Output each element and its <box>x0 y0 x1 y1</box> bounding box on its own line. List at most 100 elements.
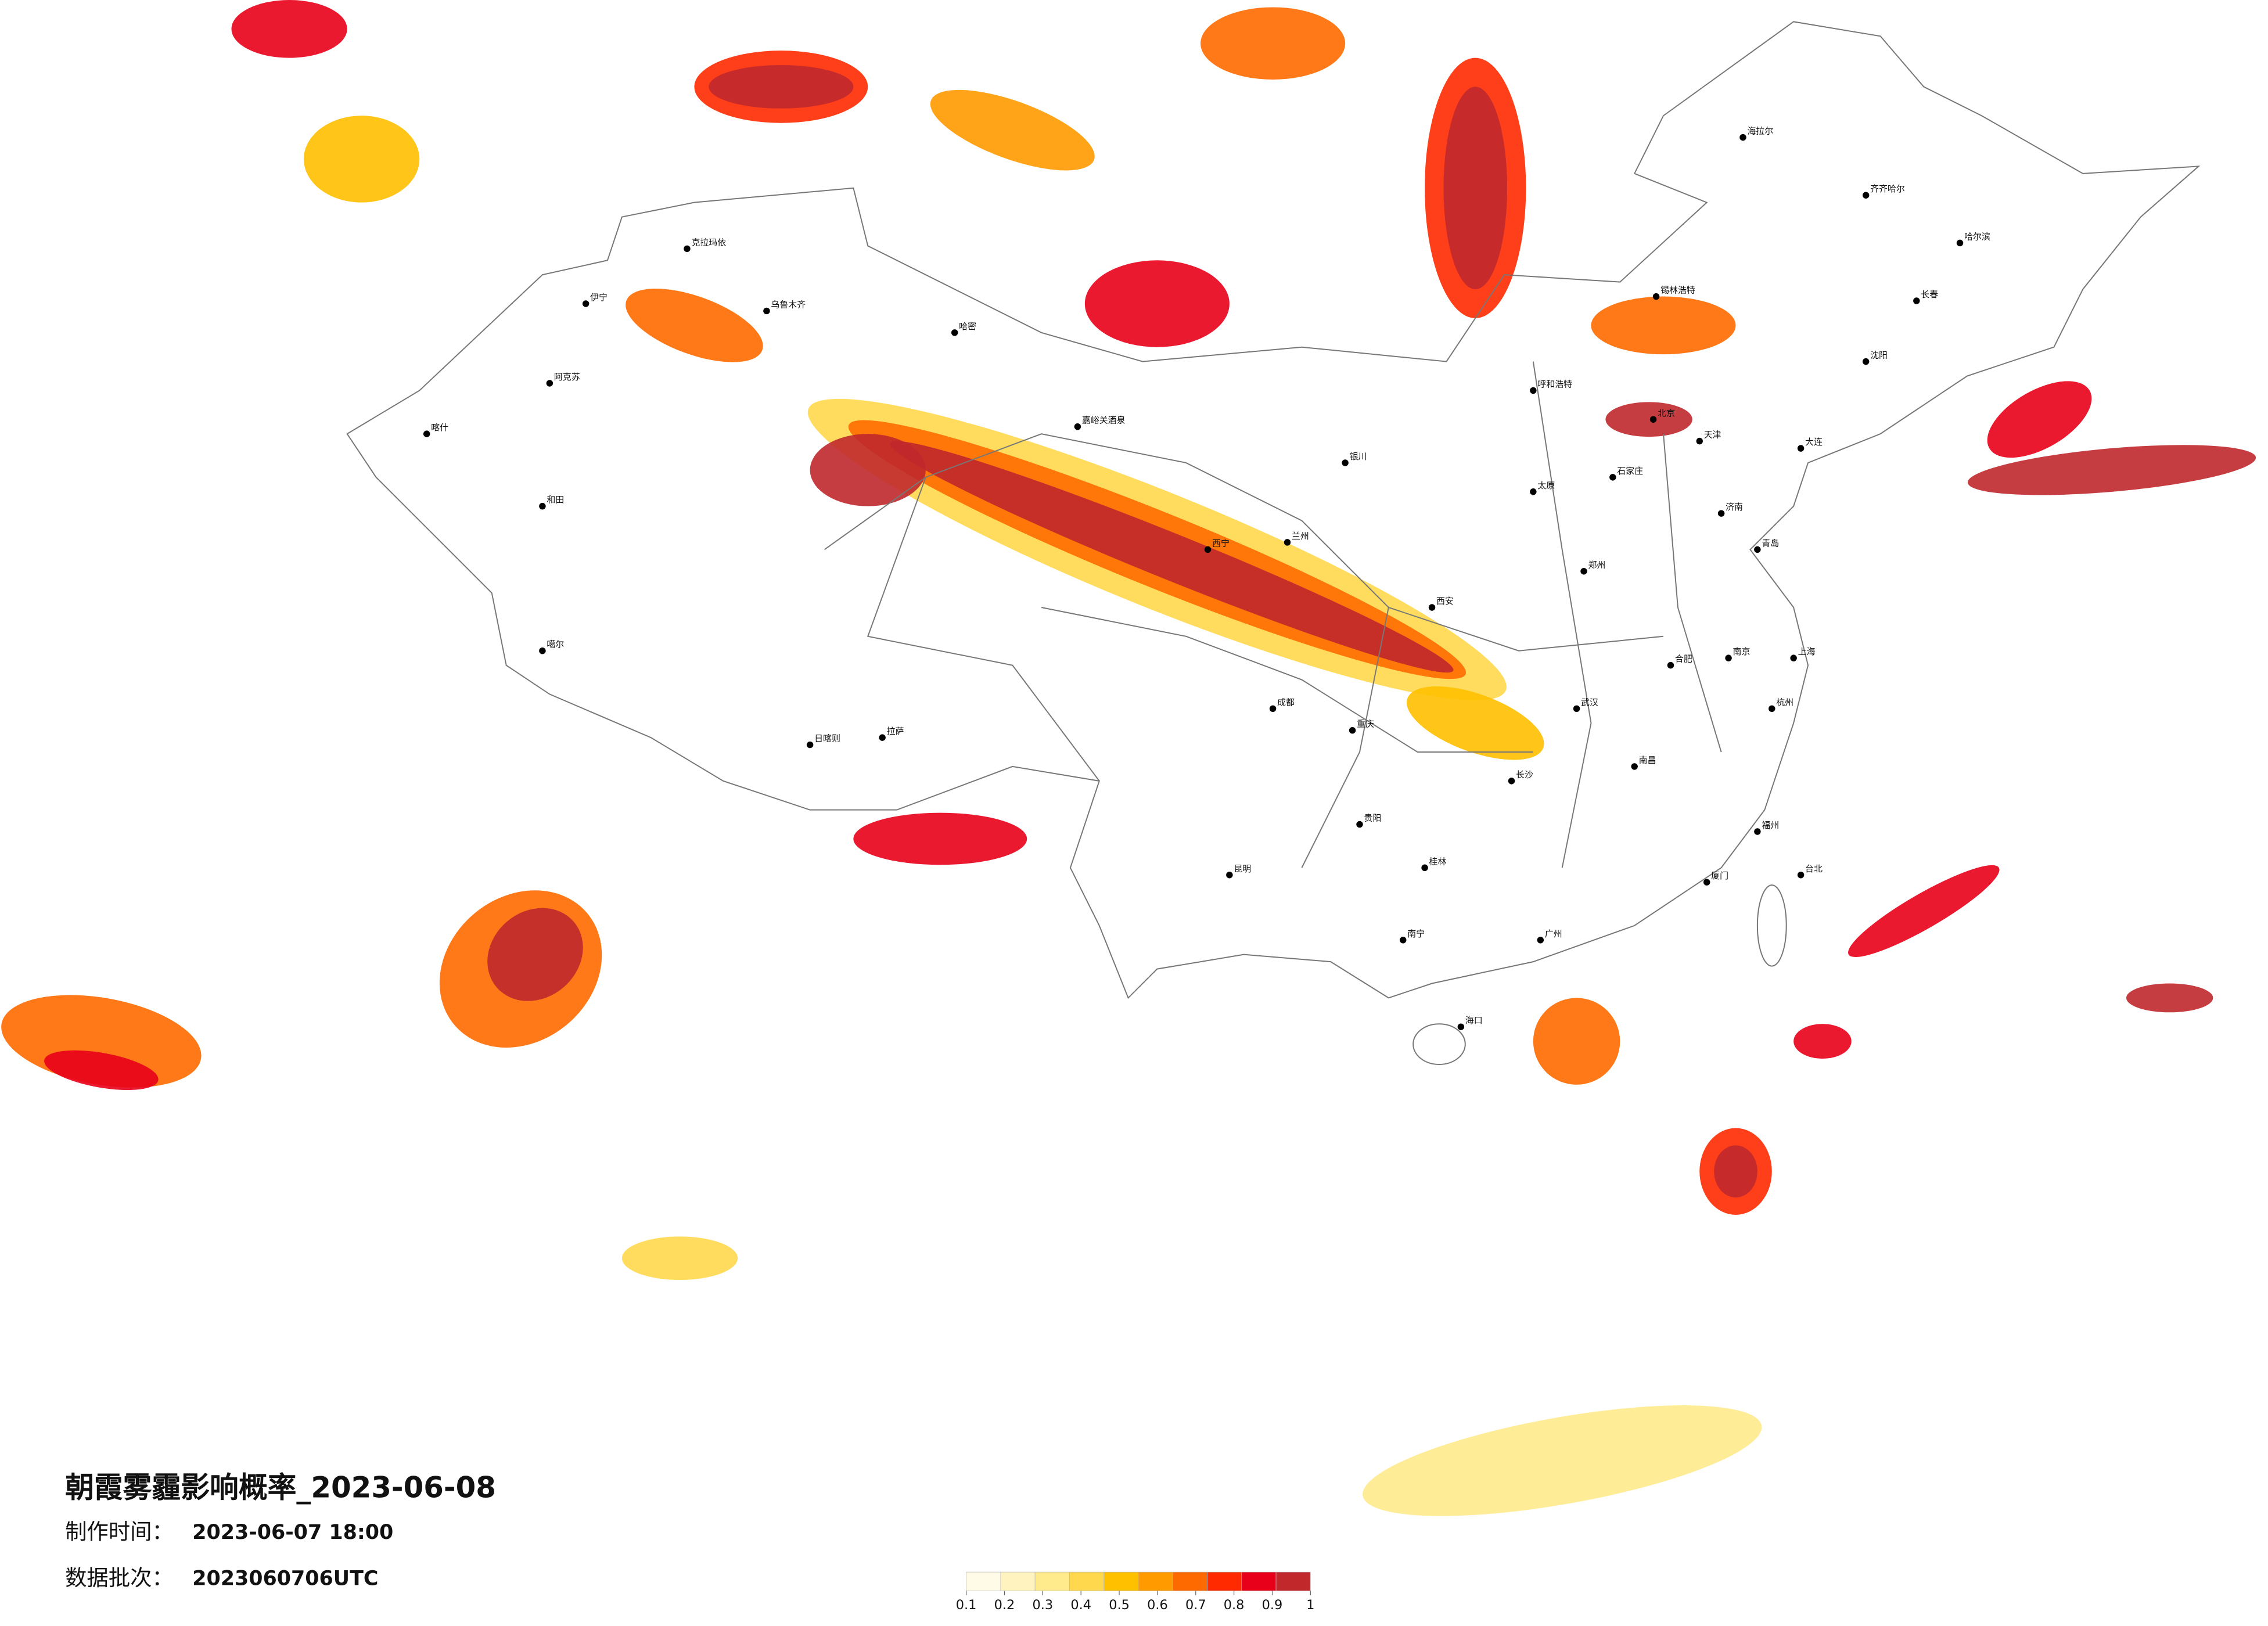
hainan <box>1412 1023 1466 1065</box>
city-label: 锡林浩特 <box>1660 285 1695 296</box>
legend-tick-label: 0.9 <box>1262 1598 1283 1613</box>
city-dot <box>1356 821 1363 828</box>
city-dot <box>1573 705 1580 713</box>
batch-value: 2023060706UTC <box>192 1567 378 1591</box>
city-label: 杭州 <box>1776 697 1793 707</box>
city-label: 银川 <box>1350 451 1367 462</box>
haze-patch <box>621 1236 738 1280</box>
city-dot <box>423 430 430 437</box>
city-dot <box>1537 937 1544 944</box>
city-dot <box>546 380 553 387</box>
city-dot <box>1717 510 1725 517</box>
city-label: 乌鲁木齐 <box>771 299 806 310</box>
city-label: 噶尔 <box>547 639 564 650</box>
taiwan <box>1756 884 1787 967</box>
city-label: 阿克苏 <box>554 372 580 382</box>
haze-patch <box>1591 296 1736 355</box>
city-label: 福州 <box>1762 820 1779 830</box>
city-dot <box>1739 134 1746 141</box>
city-dot <box>1790 654 1797 661</box>
city-label: 成都 <box>1277 697 1295 707</box>
legend-swatch <box>1069 1571 1105 1591</box>
city-dot <box>879 734 886 741</box>
haze-patch <box>231 0 347 58</box>
city-label: 南京 <box>1733 646 1751 657</box>
city-label: 天津 <box>1704 430 1721 440</box>
batch-label: 数据批次： <box>65 1565 174 1591</box>
city-label: 青岛 <box>1762 538 1779 548</box>
legend-tick-label: 0.7 <box>1185 1598 1206 1613</box>
city-label: 长沙 <box>1516 769 1533 780</box>
city-label: 厦门 <box>1711 870 1728 881</box>
city-dot <box>1609 474 1616 481</box>
city-label: 克拉玛依 <box>691 237 726 247</box>
legend-tick-label: 0.2 <box>994 1598 1015 1613</box>
haze-patch <box>853 812 1027 865</box>
city-dot <box>684 245 691 253</box>
city-dot <box>1754 546 1761 553</box>
boundaries <box>346 21 2201 1065</box>
city-label: 兰州 <box>1292 531 1309 541</box>
city-dot <box>1226 871 1233 879</box>
city-label: 拉萨 <box>887 726 904 736</box>
haze-patch <box>626 289 763 362</box>
time-value: 2023-06-07 18:00 <box>192 1521 393 1544</box>
city-label: 南昌 <box>1639 755 1656 765</box>
haze-patch <box>1443 87 1508 290</box>
time-label: 制作时间： <box>65 1519 174 1544</box>
city-dot <box>1342 459 1349 466</box>
city-label: 长春 <box>1921 289 1938 300</box>
city-dot <box>1508 778 1515 785</box>
city-dot <box>1428 604 1436 611</box>
city-label: 桂林 <box>1429 856 1447 866</box>
city-label: 伊宁 <box>590 292 608 303</box>
city-dot <box>1703 879 1710 886</box>
legend-swatch <box>966 1571 1001 1591</box>
city-dot <box>1956 239 1964 247</box>
legend-tick-label: 0.6 <box>1147 1598 1168 1613</box>
haze-patch <box>44 1050 159 1091</box>
city-label: 大连 <box>1805 437 1823 447</box>
city-dot <box>1530 387 1537 394</box>
haze-patch <box>487 908 583 1001</box>
legend-tick-label: 0.1 <box>956 1598 977 1613</box>
city-dot <box>806 741 814 749</box>
city-dot <box>539 502 546 510</box>
legend-tick-label: 0.8 <box>1224 1598 1245 1613</box>
city-dot <box>1580 567 1587 575</box>
city-label: 哈尔滨 <box>1964 231 1990 242</box>
legend-swatch <box>1034 1571 1070 1591</box>
city-label: 石家庄 <box>1617 466 1643 476</box>
haze-patch <box>810 434 926 506</box>
haze-patch <box>1714 1145 1757 1198</box>
city-dot <box>1457 1023 1465 1030</box>
legend-tick-label: 0.5 <box>1109 1598 1130 1613</box>
haze-patch <box>1201 7 1346 80</box>
city-label: 西宁 <box>1212 538 1230 548</box>
city-dot <box>1631 763 1638 770</box>
city-dot <box>1696 437 1703 445</box>
city-dot <box>1797 445 1805 452</box>
haze-patch <box>1987 381 2092 458</box>
city-label: 上海 <box>1798 646 1816 657</box>
city-dot <box>1349 726 1356 734</box>
city-dot <box>1399 937 1407 944</box>
province-lines <box>824 361 1722 868</box>
city-label: 呼和浩特 <box>1537 379 1572 389</box>
city-dot <box>1862 358 1870 365</box>
title: 朝霞雾霾影响概率_2023-06-08 <box>65 1471 496 1505</box>
haze-patch <box>2126 983 2213 1013</box>
city-label: 日喀则 <box>814 733 840 744</box>
city-dot <box>1421 864 1428 871</box>
city-dot <box>1649 416 1657 423</box>
city-dot <box>1074 423 1081 430</box>
city-dot <box>1769 705 1775 713</box>
city-dot <box>1725 654 1732 661</box>
legend-swatch <box>1207 1571 1242 1591</box>
city-dot <box>1269 705 1277 713</box>
haze-patch <box>1406 686 1544 760</box>
city-dot <box>1530 488 1537 495</box>
city-label: 太原 <box>1537 480 1555 491</box>
haze-patch <box>709 65 854 109</box>
